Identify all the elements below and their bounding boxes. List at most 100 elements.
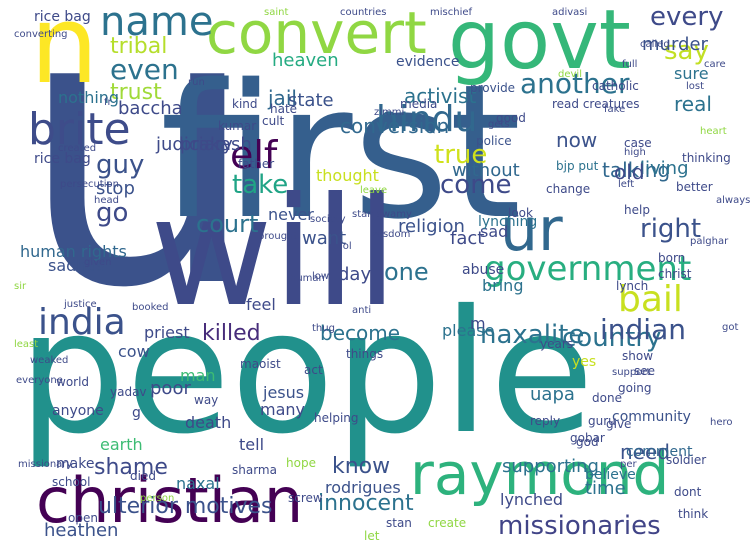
word: fact	[450, 228, 485, 249]
word: high	[624, 147, 646, 158]
word: even	[110, 53, 179, 86]
word: government	[484, 249, 692, 289]
word: support	[612, 367, 651, 378]
word: activist	[404, 84, 477, 108]
word: naxal	[176, 474, 220, 493]
word: become	[320, 321, 401, 345]
word: head	[94, 195, 119, 206]
word: please	[442, 321, 495, 340]
word: rodrigues	[325, 478, 401, 497]
word: missionaries	[498, 511, 661, 541]
word: world	[56, 375, 90, 389]
word: make	[56, 456, 95, 472]
word: ur	[500, 195, 563, 265]
word: lynched	[500, 490, 563, 509]
word: always	[716, 195, 751, 206]
word: yadav	[110, 385, 147, 399]
word: convert	[206, 0, 427, 67]
word: lynch	[616, 279, 649, 293]
word: care	[704, 59, 726, 70]
word: without	[452, 160, 520, 181]
word: leave	[360, 185, 388, 196]
word: jail	[268, 86, 297, 110]
word: cult	[262, 114, 285, 128]
word: tell	[239, 435, 265, 454]
word: country	[562, 323, 662, 353]
word: one	[384, 258, 429, 286]
word: catholic	[592, 79, 639, 93]
word: provide	[470, 81, 516, 95]
word: booked	[132, 302, 169, 313]
word: yes	[572, 354, 597, 370]
word: jesus	[263, 383, 305, 402]
word: state	[288, 90, 334, 111]
word: right	[640, 214, 702, 244]
word: low	[312, 271, 330, 282]
word: anyone	[52, 403, 104, 419]
word: converting	[14, 29, 68, 40]
word: good	[496, 111, 526, 125]
word: saint	[264, 7, 289, 18]
word: let	[364, 529, 380, 543]
word: will	[150, 166, 398, 340]
word: going	[618, 381, 652, 395]
word: person	[140, 493, 175, 504]
word: baccha	[118, 98, 183, 119]
word: bjp put	[556, 159, 599, 173]
word: look	[508, 206, 533, 220]
word: priest	[144, 323, 190, 342]
word: true	[434, 140, 488, 170]
word: christian	[36, 464, 304, 537]
word: screw	[288, 491, 323, 505]
word: lost	[686, 81, 705, 92]
word: stop	[96, 178, 135, 199]
word: given	[84, 257, 112, 268]
word: help	[624, 203, 650, 217]
word: better	[676, 180, 713, 194]
word: thought	[316, 166, 379, 185]
word: heathen	[44, 520, 119, 541]
word: elf	[230, 133, 278, 177]
word: comment	[626, 444, 693, 460]
word: zimmi	[374, 107, 405, 118]
word: first	[160, 44, 522, 260]
word: anti	[352, 305, 372, 316]
word: court	[196, 210, 259, 238]
word: god	[576, 435, 599, 449]
word: day	[338, 264, 372, 285]
word: guy	[96, 150, 145, 180]
word: talking	[602, 158, 671, 182]
word: countries	[340, 7, 387, 18]
word: per	[620, 459, 637, 470]
word: everyone	[16, 375, 63, 386]
word: full	[622, 59, 638, 70]
word: name	[100, 0, 214, 45]
word: police	[476, 134, 512, 148]
word: least	[14, 339, 39, 350]
word: prakash	[180, 134, 252, 155]
word: read creatures	[552, 97, 640, 111]
word: trust	[110, 80, 162, 105]
word: nothing	[58, 88, 120, 107]
word: way	[194, 393, 219, 407]
word: give	[606, 417, 632, 431]
word: shame	[94, 455, 168, 480]
word: thug	[312, 323, 335, 334]
word: called	[640, 39, 670, 50]
word: real	[674, 92, 712, 116]
word: missionary	[18, 459, 73, 470]
word: born	[658, 251, 686, 265]
word: never	[268, 205, 314, 224]
word: media	[400, 97, 438, 111]
word: want	[302, 228, 347, 249]
word: death	[185, 413, 232, 432]
word: kumar	[218, 119, 257, 133]
word: think	[678, 507, 709, 521]
word: soldier	[666, 453, 707, 467]
word: time	[585, 478, 626, 499]
word: human rights	[20, 242, 127, 261]
word: weaked	[30, 355, 69, 366]
word: evidence	[396, 54, 460, 70]
word: innocent	[318, 491, 414, 516]
